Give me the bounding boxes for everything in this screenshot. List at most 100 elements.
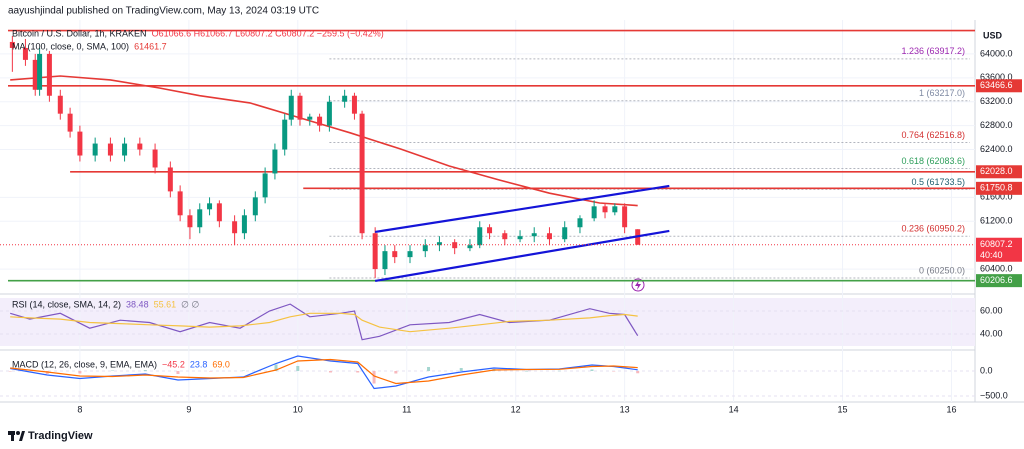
- legend-macd-value: 23.8: [190, 359, 208, 369]
- macd-histogram: [143, 370, 147, 371]
- legend-macd: MACD (12, 26, close, 9, EMA, EMA): [12, 359, 157, 369]
- candle-body: [359, 113, 365, 234]
- legend-symbol: Bitcoin / U.S. Dollar, 1h, KRAKEN: [12, 28, 147, 38]
- legend-ma: MA (100, close, 0, SMA, 100): [12, 41, 129, 51]
- candle-body: [452, 242, 458, 249]
- legend-rsi-ma-value: 55.61: [154, 299, 177, 309]
- macd-histogram: [328, 371, 332, 373]
- legend-signal-value: 69.0: [212, 359, 230, 369]
- candle-body: [262, 173, 268, 198]
- candle-body: [67, 113, 73, 132]
- tv-logo: [8, 431, 25, 441]
- macd-histogram: [356, 371, 360, 373]
- candle-body: [517, 236, 523, 240]
- candle-body: [22, 47, 28, 60]
- header: aayushjindal published on TradingView.co…: [8, 6, 319, 17]
- x-tick-label: 10: [293, 404, 303, 414]
- price-label: 63466.6: [980, 80, 1013, 90]
- y-tick-label: 63600.0: [980, 72, 1013, 82]
- legend-hist-value: −45.2: [162, 359, 185, 369]
- macd-histogram: [427, 367, 431, 371]
- y-tick-label: 61200.0: [980, 216, 1013, 226]
- fib-label: 0.5 (61733.5): [911, 177, 965, 187]
- rsi-line: [10, 312, 638, 333]
- candle-body: [282, 119, 288, 150]
- macd-histogram: [612, 371, 616, 372]
- candle-body: [241, 215, 247, 234]
- candle-body: [207, 203, 213, 210]
- legend-ohlc: O61066.6 H61066.7 L60807.2 C60807.2 −259…: [152, 28, 384, 38]
- macd-line: [10, 358, 638, 385]
- candle-body: [288, 95, 294, 120]
- candle-body: [407, 251, 413, 258]
- candle-body: [252, 197, 258, 216]
- x-tick-label: 16: [946, 404, 956, 414]
- macd-histogram: [372, 371, 376, 384]
- countdown: 40:40: [980, 250, 1003, 260]
- candle-body: [197, 209, 203, 228]
- legend-rsi-value: 38.48: [126, 299, 149, 309]
- candle-body: [577, 218, 583, 228]
- alert-icon: [631, 278, 645, 292]
- macd-histogram: [274, 364, 278, 371]
- candle-body: [232, 221, 238, 234]
- candle-body: [122, 143, 128, 156]
- x-tick-label: 11: [402, 404, 411, 414]
- y-tick-label: 63200.0: [980, 96, 1013, 106]
- price-label-box: [976, 79, 1022, 93]
- y-tick-label: 0.0: [980, 365, 993, 375]
- y-tick-label: 62800.0: [980, 120, 1013, 130]
- price-label-box: [976, 181, 1022, 195]
- candle-body: [342, 95, 348, 102]
- macd-histogram: [78, 371, 82, 374]
- candle-body: [326, 101, 332, 126]
- candle-body: [612, 206, 618, 213]
- macd-histogram: [636, 371, 640, 374]
- candle-body: [531, 233, 537, 237]
- price-label: 61750.8: [980, 183, 1013, 193]
- y-tick-label: 61600.0: [980, 192, 1013, 202]
- candle-body: [307, 116, 313, 120]
- candle-body: [382, 251, 388, 270]
- candle-body: [477, 227, 483, 246]
- price-label-box: [976, 165, 1022, 179]
- fib-label: 0.236 (60950.2): [901, 224, 965, 234]
- y-tick-label: 60400.0: [980, 263, 1013, 273]
- candle-body: [562, 227, 568, 240]
- y-tick-label: 64000.0: [980, 48, 1013, 58]
- y-tick-label: 40.00: [980, 328, 1003, 338]
- candle-body: [152, 149, 158, 168]
- candle-body: [167, 167, 173, 192]
- candle-body: [57, 95, 63, 114]
- price-label: 60206.6: [980, 275, 1013, 285]
- candle-body: [591, 206, 597, 219]
- macd-histogram: [241, 370, 245, 371]
- currency: USD: [983, 30, 1003, 40]
- candle-body: [9, 41, 15, 48]
- y-tick-label: 60.00: [980, 305, 1003, 315]
- candle-body: [487, 227, 493, 234]
- x-tick-label: 12: [511, 404, 521, 414]
- macd-histogram: [394, 371, 398, 374]
- candle-body: [422, 245, 428, 252]
- price-label: 62028.0: [980, 166, 1013, 176]
- price-label-box: [976, 274, 1022, 288]
- macd-histogram: [459, 368, 463, 371]
- candle-body: [467, 245, 473, 249]
- last-price: 60807.2: [980, 239, 1013, 249]
- x-tick-label: 13: [620, 404, 630, 414]
- legend-rsi-extra: ∅ ∅: [181, 299, 199, 309]
- x-tick-label: 8: [77, 404, 82, 414]
- macd-histogram: [590, 369, 594, 371]
- macd-histogram: [525, 371, 529, 372]
- candle-body: [297, 95, 303, 120]
- macd-histogram: [557, 370, 561, 372]
- candle-body: [46, 53, 52, 96]
- macd-histogram: [209, 371, 213, 372]
- candle-body: [502, 233, 508, 240]
- candle-body: [32, 59, 38, 90]
- macd-histogram: [111, 370, 115, 371]
- y-tick-label: 62400.0: [980, 144, 1013, 154]
